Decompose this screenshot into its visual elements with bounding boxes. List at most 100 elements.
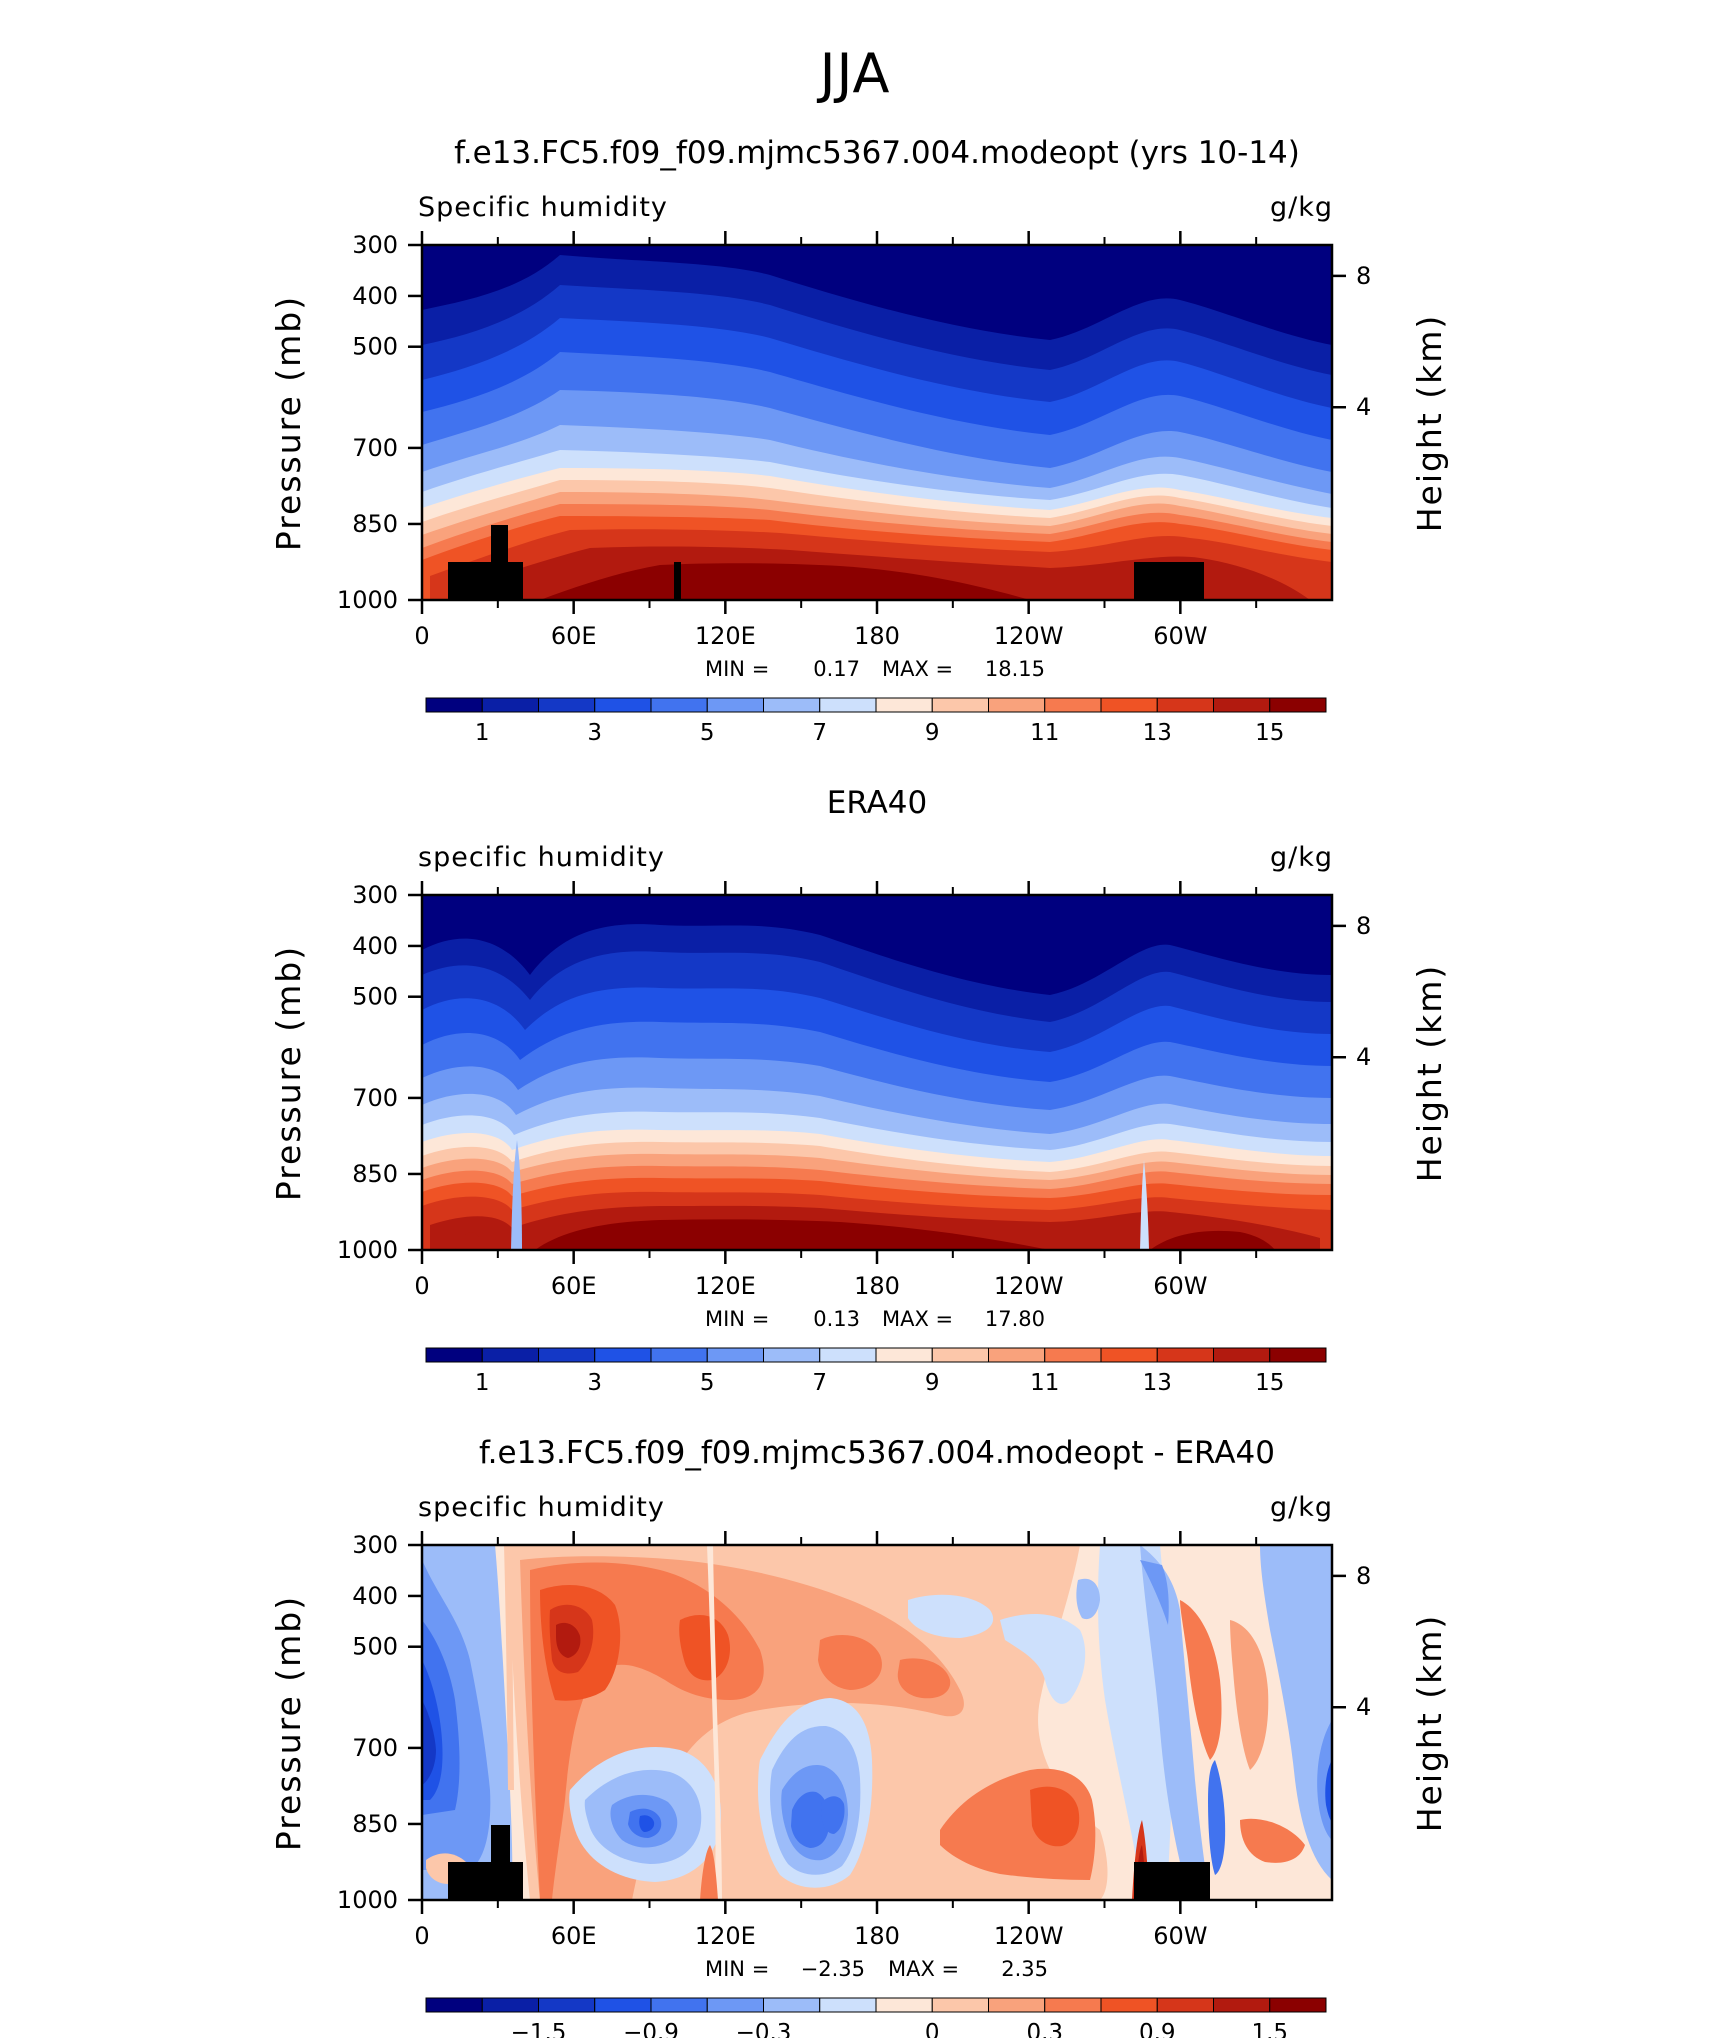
x-tick-label: 180: [854, 1922, 900, 1950]
colorbar-label: 0.3: [1026, 2020, 1063, 2038]
colorbar-swatch: [538, 1997, 596, 2013]
colorbar-swatch: [931, 1347, 989, 1363]
colorbar-label: 3: [587, 720, 602, 746]
y-axis-label: Pressure (mb): [269, 295, 308, 551]
colorbar-swatch: [875, 697, 933, 713]
min-max-stats: MIN = 0.13 MAX = 17.80: [705, 1307, 1045, 1331]
page-title: JJA: [819, 42, 891, 105]
chart-title: ERA40: [827, 785, 928, 821]
colorbar-label: −0.3: [736, 2020, 792, 2038]
y-tick-label: 500: [352, 1633, 398, 1661]
x-tick-label: 120E: [695, 622, 756, 650]
x-tick-label: 120E: [695, 1922, 756, 1950]
colorbar-swatch: [594, 1997, 652, 2013]
colorbar-swatch: [1100, 697, 1158, 713]
colorbar-swatch: [1100, 1347, 1158, 1363]
colorbar-label: 3: [587, 1370, 602, 1396]
colorbar: 1 3 5 7 9 11 13 15: [425, 697, 1327, 746]
x-tick-label: 120W: [994, 622, 1064, 650]
topography-mask: [448, 525, 1204, 600]
colorbar-swatch: [594, 1347, 652, 1363]
colorbar-swatch: [1100, 1997, 1158, 2013]
y-tick-label: 500: [352, 983, 398, 1011]
colorbar-swatch: [1156, 697, 1214, 713]
x-tick-label: 60W: [1153, 1922, 1207, 1950]
y-axis-ticks: 300 400 500 700 850 1000: [337, 231, 422, 614]
x-tick-label: 60E: [551, 1272, 597, 1300]
chart-units-label: g/kg: [1270, 1492, 1333, 1523]
chart-panel-era40: ERA40 specific humidity g/kg Pressure (m…: [269, 785, 1449, 1396]
colorbar-swatch: [1044, 1997, 1102, 2013]
colorbar-swatch: [875, 1347, 933, 1363]
colorbar-swatch: [594, 697, 652, 713]
y-tick-label: 300: [352, 881, 398, 909]
x-tick-label: 0: [414, 622, 429, 650]
min-max-stats: MIN = −2.35 MAX = 2.35: [705, 1957, 1048, 1981]
x-tick-label: 120W: [994, 1922, 1064, 1950]
x-tick-label: 0: [414, 1272, 429, 1300]
chart-left-label: Specific humidity: [418, 192, 668, 223]
colorbar-swatch: [706, 1997, 764, 2013]
colorbar-swatch: [763, 697, 821, 713]
colorbar-swatch: [875, 1997, 933, 2013]
colorbar-label: 11: [1030, 1370, 1059, 1396]
colorbar-swatch: [650, 1997, 708, 2013]
x-tick-label: 60W: [1153, 1272, 1207, 1300]
x-axis-ticks: 0 60E 120E 180 120W 60W: [414, 231, 1258, 650]
colorbar-swatch: [538, 1347, 596, 1363]
colorbar-label: 15: [1255, 1370, 1284, 1396]
colorbar-swatch: [706, 1347, 764, 1363]
colorbar-label: 1: [475, 720, 490, 746]
colorbar-label: 1: [475, 1370, 490, 1396]
max-value: 2.35: [1001, 1957, 1048, 1981]
colorbar-swatch: [819, 1997, 877, 2013]
y-tick-label: 850: [352, 510, 398, 538]
colorbar-label: 7: [812, 1370, 827, 1396]
colorbar-label: 0: [925, 2020, 940, 2038]
min-label: MIN =: [705, 657, 769, 681]
colorbar-label: −1.5: [511, 2020, 567, 2038]
colorbar-swatch: [819, 697, 877, 713]
chart-left-label: specific humidity: [418, 842, 665, 873]
colorbar-swatch: [538, 697, 596, 713]
max-label: MAX =: [888, 1957, 959, 1981]
colorbar-label: 5: [700, 1370, 715, 1396]
y-axis-label: Pressure (mb): [269, 945, 308, 1201]
x-tick-label: 180: [854, 622, 900, 650]
y-tick-label: 400: [352, 1582, 398, 1610]
y-tick-label: 300: [352, 231, 398, 259]
min-value: 0.17: [813, 657, 860, 681]
colorbar-swatch: [481, 697, 539, 713]
y-tick-label: 300: [352, 1531, 398, 1559]
min-max-stats: MIN = 0.17 MAX = 18.15: [705, 657, 1045, 681]
chart-left-label: specific humidity: [418, 1492, 665, 1523]
y-axis-ticks-right: 84: [1332, 912, 1371, 1071]
colorbar-swatch: [425, 1997, 483, 2013]
y-axis-label-right: Height (km): [1410, 314, 1449, 533]
x-tick-label: 60E: [551, 622, 597, 650]
y-axis-ticks-right: 84: [1332, 262, 1371, 421]
y-tick-label: 700: [352, 1734, 398, 1762]
colorbar-swatch: [763, 1347, 821, 1363]
colorbar-label: 7: [812, 720, 827, 746]
max-value: 17.80: [985, 1307, 1045, 1331]
colorbar-swatch: [650, 1347, 708, 1363]
colorbar-label: 9: [925, 720, 940, 746]
y-axis-label: Pressure (mb): [269, 1595, 308, 1851]
colorbar-swatch: [763, 1997, 821, 2013]
y-axis-ticks: 300 400 500 700 850 1000: [337, 1531, 422, 1914]
y-tick-label: 1000: [337, 1886, 398, 1914]
min-label: MIN =: [705, 1957, 769, 1981]
y-tick-label: 400: [352, 282, 398, 310]
colorbar-swatch: [481, 1997, 539, 2013]
y-tick-label-right: 4: [1356, 1693, 1371, 1721]
y-tick-label-right: 8: [1356, 912, 1371, 940]
y-tick-label: 400: [352, 932, 398, 960]
colorbar-swatch: [481, 1347, 539, 1363]
y-tick-label: 850: [352, 1160, 398, 1188]
chart-panel-difference: f.e13.FC5.f09_f09.mjmc5367.004.modeopt -…: [269, 1435, 1449, 2038]
min-value: −2.35: [801, 1957, 865, 1981]
topography-mask: [448, 1825, 1210, 1900]
colorbar-swatch: [1269, 1347, 1327, 1363]
colorbar-label: 13: [1143, 720, 1172, 746]
